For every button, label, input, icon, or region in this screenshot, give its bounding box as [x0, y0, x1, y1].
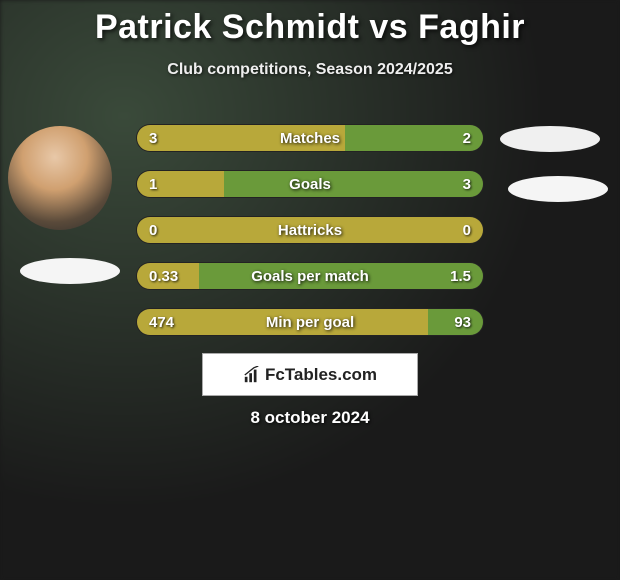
player-right-club-badge-2	[508, 176, 608, 202]
brand-chart-icon	[243, 366, 261, 384]
brand-box[interactable]: FcTables.com	[202, 353, 418, 396]
player-left-avatar	[8, 126, 112, 230]
player-right-club-badge-1	[500, 126, 600, 152]
brand-text: FcTables.com	[265, 365, 377, 385]
player-left-club-badge	[20, 258, 120, 284]
stats-bars: 32Matches 13Goals 00Hattricks 0.331.5Goals …	[136, 124, 484, 354]
stat-label: Matches	[137, 125, 483, 152]
page-subtitle: Club competitions, Season 2024/2025	[0, 61, 620, 79]
stat-label: Hattricks	[137, 217, 483, 244]
stat-label: Goals	[137, 171, 483, 198]
stat-label: Goals per match	[137, 263, 483, 290]
main-content: Patrick Schmidt vs Faghir Club competiti…	[0, 0, 620, 580]
page-title: Patrick Schmidt vs Faghir	[0, 0, 620, 47]
stat-row: 0.331.5Goals per match	[136, 262, 484, 290]
stat-row: 32Matches	[136, 124, 484, 152]
date-line: 8 october 2024	[0, 408, 620, 428]
stat-row: 47493Min per goal	[136, 308, 484, 336]
stat-row: 00Hattricks	[136, 216, 484, 244]
stat-row: 13Goals	[136, 170, 484, 198]
stat-label: Min per goal	[137, 309, 483, 336]
